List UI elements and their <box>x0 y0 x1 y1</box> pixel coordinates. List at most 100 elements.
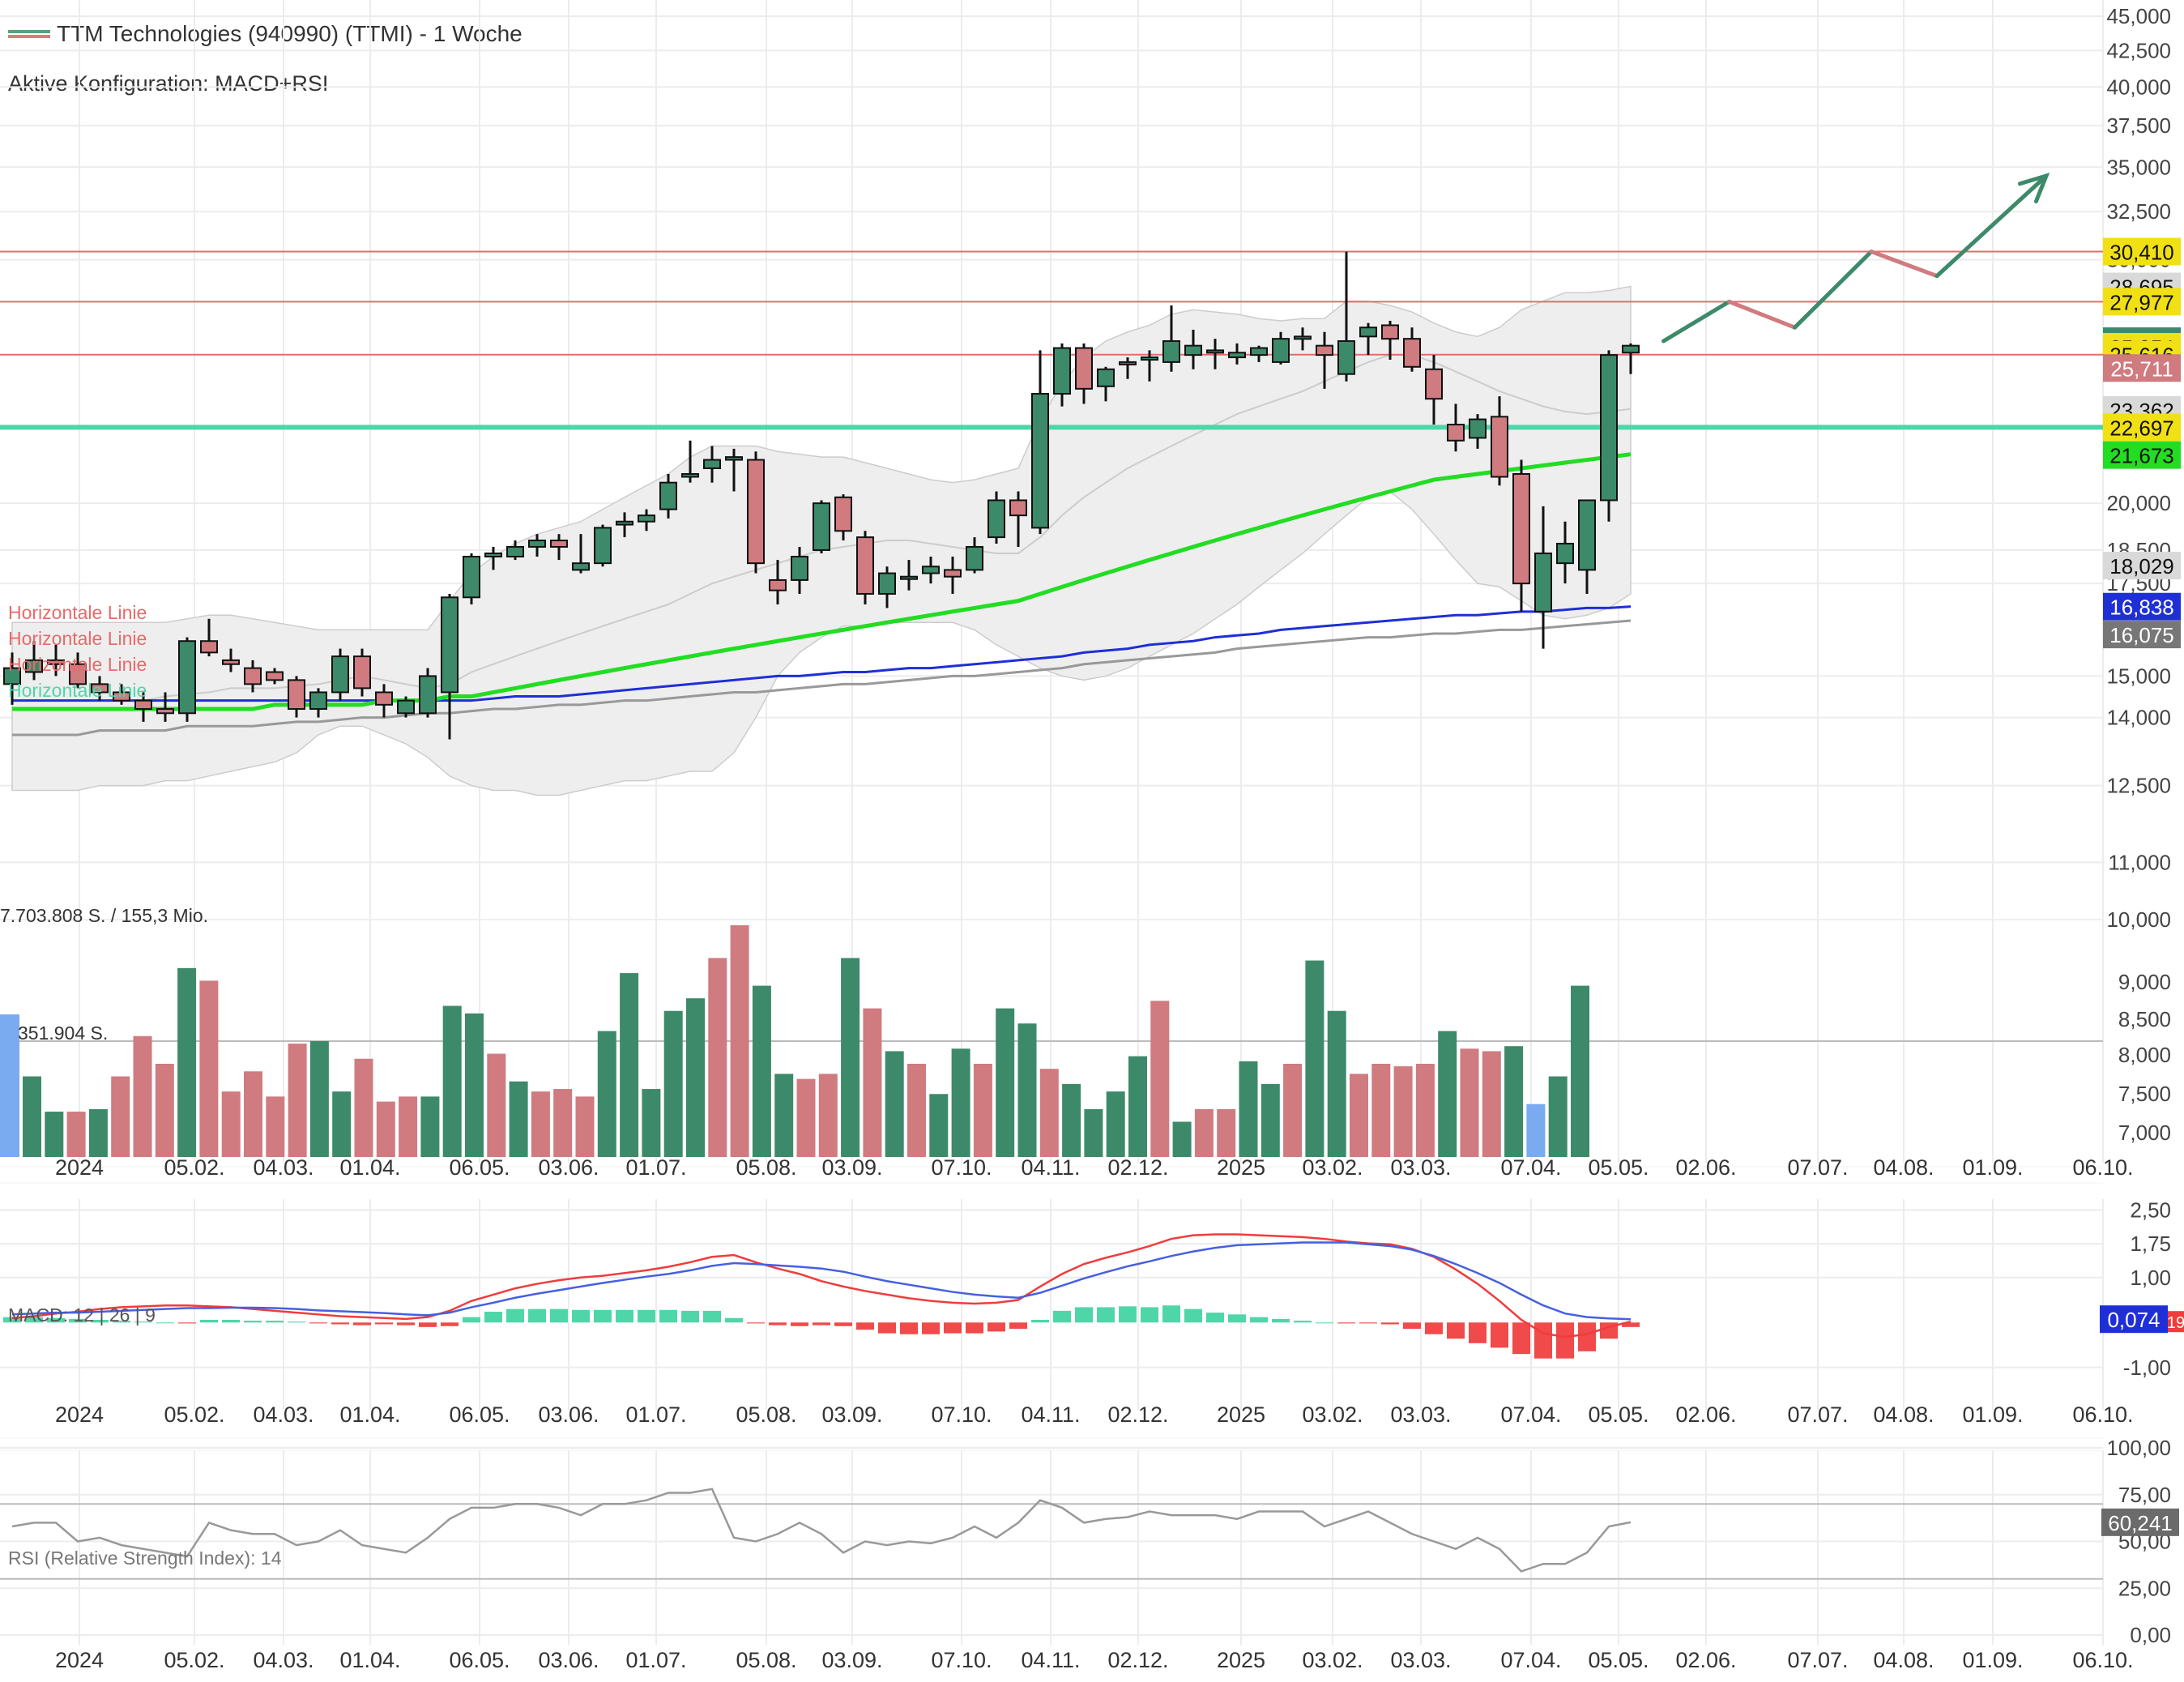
macd-histogram-bar <box>791 1322 808 1326</box>
x-tick-label: 05.02. <box>164 1402 224 1427</box>
macd-histogram-bar <box>769 1322 787 1326</box>
candle-body <box>244 667 262 685</box>
volume-bar <box>1062 1083 1081 1157</box>
candle-body <box>1097 368 1115 387</box>
volume-bar <box>1172 1121 1192 1157</box>
candle <box>769 560 787 605</box>
candle-body <box>1184 344 1202 356</box>
volume-bar <box>1350 1074 1368 1157</box>
volume-bar <box>244 1071 262 1157</box>
x-tick-label: 01.04. <box>339 1402 400 1427</box>
volume-bar <box>1106 1091 1125 1157</box>
x-tick-label: 01.07. <box>625 1648 686 1672</box>
price-tick-label: 14,000 <box>2106 706 2171 730</box>
volume-bar <box>1150 1001 1170 1157</box>
price-tick-label: 20,000 <box>2106 491 2171 515</box>
volume-average-bar <box>0 1014 19 1157</box>
macd-histogram-bar <box>856 1322 874 1330</box>
macd-histogram-bar <box>1381 1322 1399 1325</box>
volume-bar <box>376 1101 395 1157</box>
macd-histogram-bar <box>331 1322 349 1325</box>
price-tag: 16,075 <box>2103 621 2181 649</box>
x-tick-label: 05.08. <box>736 1155 796 1180</box>
x-tick-label: 07.04. <box>1500 1155 1561 1180</box>
x-tick-label: 01.07. <box>625 1402 686 1427</box>
candle-body <box>703 459 721 469</box>
candle <box>900 560 918 591</box>
rsi-tick-label: 75,00 <box>2118 1483 2171 1507</box>
x-tick-label: 06.10. <box>2072 1155 2133 1180</box>
macd-value-tag-text: 0,074 <box>2107 1308 2160 1332</box>
macd-histogram-bar <box>725 1317 743 1323</box>
macd-histogram-bar <box>878 1322 896 1334</box>
price-tag-bg <box>2103 413 2181 442</box>
rsi-panel[interactable]: RSI (Relative Strength Index): 14 <box>0 1488 2103 1580</box>
candle <box>1053 343 1071 407</box>
x-tick-label: 03.03. <box>1390 1648 1451 1672</box>
x-tick-label: 07.07. <box>1787 1648 1848 1672</box>
candle-body <box>1075 347 1093 390</box>
volume-tick-label: 7,500 <box>2118 1082 2171 1106</box>
candle <box>813 500 830 553</box>
volume-bar <box>1571 985 1589 1157</box>
volume-bar <box>155 1063 174 1157</box>
active-configuration: Aktive Konfiguration: MACD+RSI <box>8 71 329 96</box>
x-tick-label: 04.03. <box>253 1155 314 1180</box>
x-tick-label: 2025 <box>1217 1648 1265 1672</box>
candle <box>1403 327 1421 372</box>
candle <box>1141 350 1158 382</box>
volume-bar <box>266 1096 285 1157</box>
volume-bar <box>951 1048 970 1157</box>
price-tick-label: 32,500 <box>2106 199 2171 224</box>
price-tick-label: 12,500 <box>2106 774 2171 798</box>
macd-histogram-bar <box>1009 1322 1027 1330</box>
horizontal-line-label: Horizontale Linie <box>8 602 147 623</box>
candle <box>725 448 743 492</box>
x-tick-label: 07.07. <box>1787 1402 1848 1427</box>
candle-body <box>331 655 349 694</box>
macd-signal-tag-text: 19 <box>2167 1314 2184 1332</box>
legend-swatch-icon <box>8 30 50 38</box>
price-tag-text: 18,029 <box>2109 554 2174 578</box>
volume-bar <box>708 958 727 1157</box>
volume-bar <box>796 1078 816 1157</box>
volume-panel[interactable]: 7.703.808 S. / 155,3 Mio. 351.904 S. <box>0 905 2103 1157</box>
candle <box>1294 327 1312 351</box>
candle-body <box>681 472 699 478</box>
candle-body <box>987 499 1005 539</box>
volume-bar <box>1438 1031 1457 1157</box>
candle-body <box>791 556 808 581</box>
candle <box>69 652 87 689</box>
candle-body <box>1337 339 1355 375</box>
candle-body <box>1162 339 1180 363</box>
x-tick-label: 06.05. <box>449 1648 510 1672</box>
macd-histogram-bar <box>659 1309 677 1323</box>
macd-line <box>11 1241 1632 1321</box>
price-tick-label: 37,500 <box>2106 113 2171 138</box>
candle <box>25 641 43 681</box>
x-tick-label: 05.05. <box>1588 1648 1649 1672</box>
price-tag-text: 16,838 <box>2109 596 2174 620</box>
x-tick-label: 06.10. <box>2072 1402 2133 1427</box>
candle <box>834 494 852 541</box>
macd-label: MACD: 12 | 26 | 9 <box>8 1304 156 1326</box>
macd-panel[interactable]: MACD: 12 | 26 | 9 <box>3 1233 1640 1359</box>
price-panel[interactable]: Horizontale Linie Horizontale Linie Horizo… <box>0 173 2103 796</box>
x-tick-label: 03.02. <box>1302 1155 1363 1180</box>
volume-bar <box>841 958 860 1157</box>
price-tag: 16,838 <box>2103 592 2181 621</box>
candle-body <box>91 683 109 694</box>
candle <box>638 509 655 531</box>
price-tag-text: 27,977 <box>2109 290 2174 314</box>
volume-bar <box>663 1010 683 1157</box>
candle-body <box>834 496 852 532</box>
chart-title: TTM Technologies (940990) (TTMI) - 1 Woc… <box>8 21 523 47</box>
macd-histogram-bar <box>638 1309 655 1323</box>
candle <box>266 668 284 685</box>
macd-histogram-bar <box>703 1310 721 1323</box>
macd-histogram-bar <box>987 1322 1005 1332</box>
candle-body <box>1053 347 1071 395</box>
volume-bar <box>1017 1023 1037 1157</box>
candle <box>1031 350 1049 535</box>
